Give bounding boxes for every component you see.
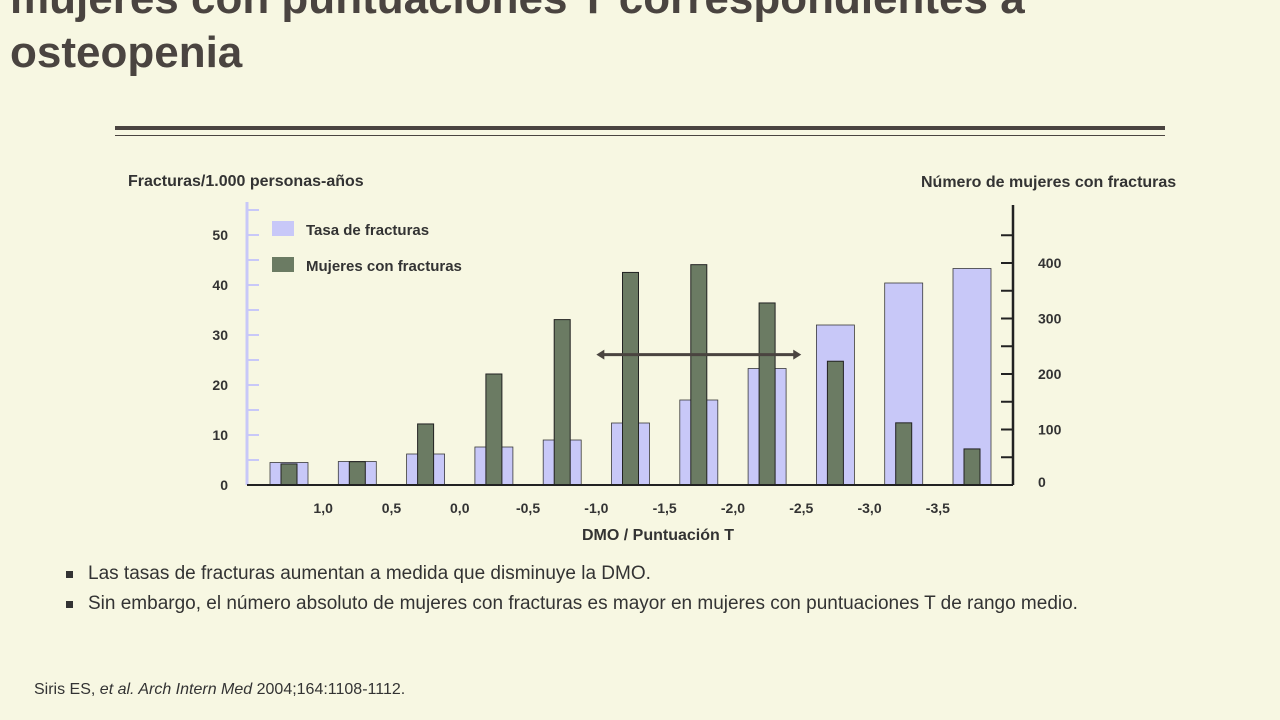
citation-journal: Arch Intern Med: [134, 681, 253, 698]
citation-ref: 2004;164:1108-1112.: [252, 681, 406, 698]
citation: Siris ES, et al. Arch Intern Med 2004;16…: [34, 681, 405, 699]
left-axis-title: Fracturas/1.000 personas-años: [128, 173, 364, 190]
right-tick-label: 200: [1038, 366, 1062, 382]
title-line-2: osteopenia: [10, 28, 243, 77]
women-bar: [553, 319, 571, 486]
right-tick-label: 0: [1038, 474, 1046, 490]
legend-swatch-women: [272, 257, 294, 272]
legend-label-rate: Tasa de fracturas: [306, 222, 429, 239]
legend-label-women: Mujeres con fracturas: [306, 258, 462, 275]
x-tick-label: 1,0: [313, 500, 333, 516]
bullet-list: Las tasas de fracturas aumentan a medida…: [62, 562, 1212, 622]
x-tick-label: -2,0: [721, 500, 745, 516]
women-bar: [280, 463, 298, 486]
bullet-text-2: Sin embargo, el número absoluto de mujer…: [88, 593, 1078, 614]
left-tick-label: 10: [212, 427, 228, 443]
women-bar: [622, 271, 639, 486]
x-tick-label: -1,0: [584, 500, 608, 516]
left-tick-label: 30: [212, 327, 228, 343]
right-tick-label: 400: [1038, 255, 1062, 271]
legend: Tasa de fracturas Mujeres con fracturas: [272, 221, 462, 275]
women-bar: [485, 373, 503, 486]
left-tick-label: 50: [212, 227, 228, 243]
slide-title: mujeres con puntuaciones T correspondien…: [10, 0, 1260, 80]
left-tick-label: 0: [220, 477, 228, 493]
bullet-item: Las tasas de fracturas aumentan a medida…: [62, 562, 1212, 585]
women-bar: [417, 423, 435, 486]
right-tick-label: 300: [1038, 311, 1062, 327]
right-axis-title: Número de mujeres con fracturas: [921, 174, 1176, 191]
women-bar: [758, 302, 776, 486]
legend-swatch-rate: [272, 221, 294, 236]
x-tick-label: 0,0: [450, 500, 470, 516]
x-tick-label: -0,5: [516, 500, 540, 516]
women-bar: [826, 360, 844, 486]
annotation-layer: [596, 349, 802, 360]
citation-authors: Siris ES,: [34, 681, 100, 698]
right-tick-label: 100: [1038, 422, 1062, 438]
women-bar: [895, 422, 913, 486]
bullet-text-1: Las tasas de fracturas aumentan a medida…: [88, 563, 651, 584]
title-line-1: mujeres con puntuaciones T correspondien…: [10, 0, 1260, 26]
fracture-chart: Fracturas/1.000 personas-años Número de …: [128, 173, 1176, 544]
women-bar: [348, 461, 366, 486]
x-axis-title: DMO / Puntuación T: [582, 527, 734, 544]
women-bar: [963, 448, 981, 486]
bullet-item: Sin embargo, el número absoluto de mujer…: [62, 592, 1212, 615]
left-tick-label: 20: [212, 377, 228, 393]
x-tick-label: -3,0: [857, 500, 881, 516]
title-rule-thin: [115, 135, 1165, 136]
bars-layer: [269, 264, 992, 486]
bullet-marker: [66, 601, 73, 608]
title-rule-thick: [115, 126, 1165, 130]
left-tick-label: 40: [212, 277, 228, 293]
range-arrow-head-left: [596, 349, 605, 360]
x-tick-label: -2,5: [789, 500, 813, 516]
citation-etal: et al.: [99, 681, 135, 698]
axes-layer: 0 10 20 30 40 50 0 100 200 300 400 1,0 0,5 0,0 -0,5 -1,…: [212, 202, 1062, 516]
x-tick-label: 0,5: [382, 500, 402, 516]
x-tick-label: -1,5: [653, 500, 677, 516]
x-tick-label: -3,5: [926, 500, 950, 516]
bullet-marker: [66, 571, 73, 578]
women-bar: [690, 264, 708, 486]
range-arrow-head-right: [793, 349, 802, 360]
